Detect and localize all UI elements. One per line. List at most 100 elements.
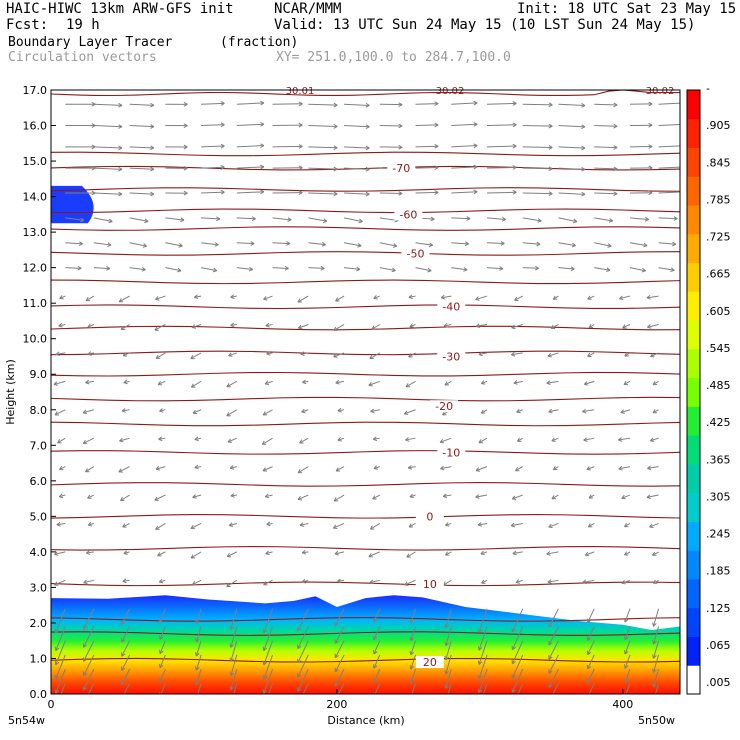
y-tick-label: 13.0 [23,226,48,239]
y-tick-label: 14.0 [23,191,48,204]
vector-shaft [129,103,154,106]
vector-head [511,659,516,665]
vector-head [511,674,516,679]
vector-head [581,191,586,197]
vector-shaft [622,324,631,329]
vector-head [408,523,414,528]
vector-head [335,297,340,302]
vector-shaft [415,242,433,246]
vector-shaft [512,551,523,555]
vector-head [478,351,483,357]
vector-shaft [408,523,416,528]
vector-shaft [301,579,309,583]
vector-head [624,692,629,694]
vector-head [499,266,504,271]
vector-shaft [558,267,575,270]
vector-head [582,408,587,414]
vector-shaft [478,654,488,679]
vector-head [512,143,517,149]
colorbar-cell [687,291,700,321]
vector-shaft [370,523,381,530]
vector-shaft [263,608,274,634]
vector-head [473,122,478,127]
vector-head [430,216,435,222]
temperature-contour-label: -20 [435,400,453,413]
vector-head [406,553,411,558]
vector-shaft [93,192,123,195]
vector-shaft [93,125,123,128]
vector-head [408,294,413,300]
vector-shaft [333,324,345,331]
vector-head [652,668,657,673]
vector-shaft [228,352,237,357]
vector-shaft [547,579,559,583]
vector-shaft [442,579,452,586]
vector-head [369,579,374,585]
vector-shaft [624,523,631,528]
vector-shaft [335,466,345,472]
vector-head [365,124,370,129]
vector-shaft [263,668,274,694]
tracer-upper-blob [51,185,94,224]
vector-head [183,190,188,196]
vector-shaft [55,668,66,694]
vector-head [266,351,271,356]
vector-shaft [121,409,130,412]
vector-head [301,578,307,584]
vector-head [121,680,126,686]
circulation-vectors [53,100,680,699]
vector-head [82,643,88,648]
vector-head [190,554,196,559]
vector-head [372,436,378,442]
vector-head [82,439,88,445]
vector-shaft [486,191,517,194]
forecast-hour: 19 h [66,17,100,33]
vector-head [150,145,155,151]
vector-head [548,102,553,108]
vector-shaft [83,608,95,630]
vector-head [333,145,338,151]
vector-head [286,241,291,246]
vector-head [404,581,409,586]
vector-shaft [478,437,488,444]
vector-shaft [624,640,631,655]
vector-shaft [475,295,488,301]
colorbar-label: .545 [706,342,731,355]
vector-head [618,437,623,442]
vector-head [82,409,88,415]
vector-head [586,650,592,656]
vector-shaft [65,267,82,269]
theta-contour-line [51,208,680,214]
vector-shaft [647,324,659,328]
vector-head [59,465,64,471]
vector-head [297,673,302,678]
vector-head [227,438,233,443]
vector-head [333,102,338,108]
vector-shaft [451,123,478,127]
vector-head [620,409,625,414]
vector-head [337,436,342,442]
vector-head [434,165,439,170]
colorbar-label: .665 [706,268,731,281]
vector-head [581,103,586,108]
vector-head [220,101,225,106]
vector-head [121,666,126,671]
vector-shaft [344,125,370,128]
vector-shaft [629,242,648,247]
vector-head [514,296,519,301]
vector-head [512,189,517,195]
colorbar-label: .725 [706,231,731,244]
vector-head [78,241,83,246]
vector-shaft [415,124,439,127]
vector-shaft [514,295,523,301]
vector-head [427,267,432,273]
vector-shaft [445,608,452,629]
vector-head [373,649,378,655]
vector-head [121,620,126,625]
vector-shaft [548,668,559,688]
vector-head [501,216,507,222]
vector-head [266,521,271,527]
vector-head [196,695,200,699]
vector-shaft [558,192,586,195]
top-contour-label: 30.02 [646,86,675,97]
